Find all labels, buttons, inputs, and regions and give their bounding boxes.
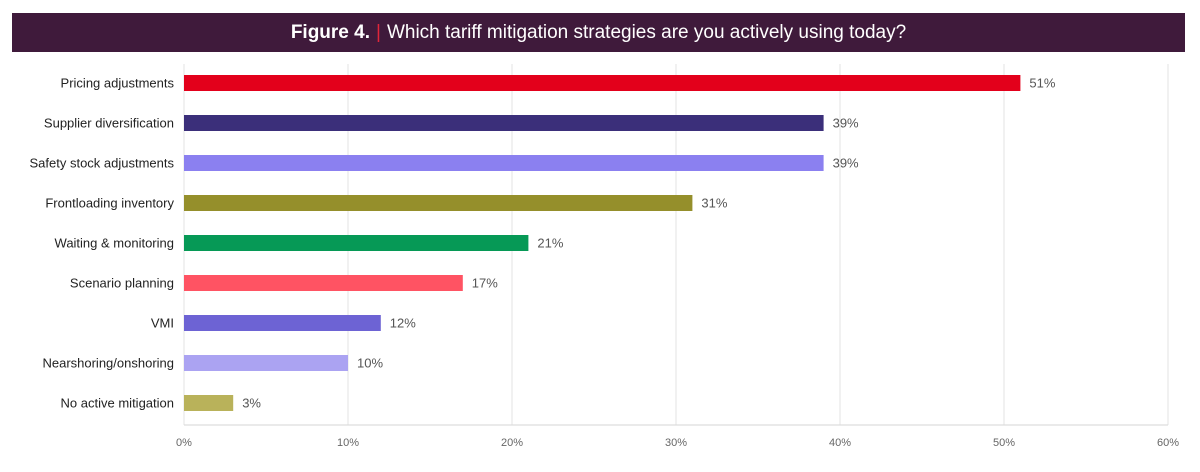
bar	[184, 115, 824, 131]
category-label: Frontloading inventory	[45, 196, 174, 211]
x-tick-label: 10%	[337, 437, 359, 449]
value-label: 21%	[537, 236, 563, 251]
value-label: 10%	[357, 356, 383, 371]
category-label: Waiting & monitoring	[55, 236, 174, 251]
category-label: Pricing adjustments	[61, 76, 175, 91]
category-label: VMI	[151, 316, 174, 331]
x-tick-label: 30%	[665, 437, 687, 449]
figure-title-bar: Figure 4. | Which tariff mitigation stra…	[12, 13, 1185, 52]
value-label: 51%	[1029, 76, 1055, 91]
bar	[184, 315, 381, 331]
category-label: Safety stock adjustments	[29, 156, 174, 171]
bar	[184, 195, 693, 211]
bar	[184, 275, 463, 291]
figure-label: Figure 4.	[290, 21, 370, 43]
value-label: 12%	[390, 316, 416, 331]
x-tick-label: 20%	[501, 437, 523, 449]
title-separator: |	[376, 21, 381, 43]
x-tick-label: 40%	[829, 437, 851, 449]
figure-question: Which tariff mitigation strategies are y…	[386, 21, 907, 43]
value-label: 31%	[701, 196, 727, 211]
x-tick-label: 60%	[1157, 437, 1179, 449]
category-label: Scenario planning	[70, 276, 174, 291]
value-label: 39%	[833, 156, 859, 171]
bar	[184, 155, 824, 171]
category-label: No active mitigation	[61, 396, 174, 411]
value-label: 3%	[242, 396, 261, 411]
bar	[184, 395, 234, 411]
x-tick-label: 50%	[993, 437, 1015, 449]
category-label: Nearshoring/onshoring	[42, 356, 174, 371]
bar	[184, 355, 348, 371]
value-label: 39%	[833, 116, 859, 131]
bar	[184, 75, 1021, 91]
bar	[184, 235, 529, 251]
category-label: Supplier diversification	[44, 116, 174, 131]
value-label: 17%	[472, 276, 498, 291]
x-tick-label: 0%	[176, 437, 192, 449]
